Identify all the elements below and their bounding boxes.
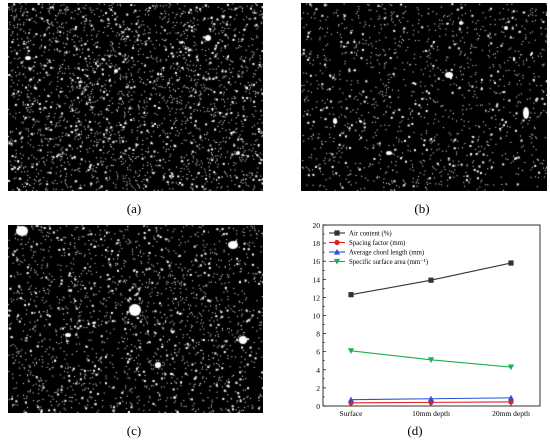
data-point: [348, 292, 354, 298]
data-point: [347, 348, 355, 354]
data-point: [347, 396, 355, 403]
data-point: [427, 357, 435, 363]
y-tick-label: 20: [313, 221, 321, 230]
panel-label-c: (c): [126, 423, 142, 438]
y-tick-label: 16: [313, 257, 321, 266]
y-tick-label: 12: [313, 293, 321, 302]
micrograph-c: [8, 225, 263, 413]
legend-marker: [334, 239, 340, 246]
legend-marker: [333, 258, 341, 265]
y-tick-label: 2: [316, 384, 320, 393]
panel-label-b: (b): [414, 201, 430, 216]
y-tick-label: 4: [316, 366, 320, 375]
y-tick-label: 10: [313, 312, 321, 321]
x-tick-label: 20mm depth: [492, 409, 530, 418]
legend-label: Average chord length (mm): [349, 250, 424, 257]
x-tick-label: Surface: [340, 409, 364, 418]
panel-label-a: (a): [126, 201, 142, 216]
y-tick-label: 6: [316, 348, 320, 357]
data-point: [508, 260, 514, 266]
y-tick-label: 14: [313, 275, 321, 284]
micrograph-a: [8, 3, 263, 191]
data-point: [507, 364, 515, 371]
data-point: [427, 395, 435, 402]
y-tick-label: 8: [316, 330, 320, 339]
y-tick-label: 18: [313, 239, 321, 248]
legend-marker: [334, 230, 340, 236]
data-point: [507, 394, 515, 401]
legend-marker: [333, 248, 341, 255]
chart-svg: 0 2 4 6 8 10 12 14 16 18 20 Surface 10mm depth 20mm d…: [313, 221, 541, 418]
x-tick-label: 10mm depth: [412, 409, 450, 418]
y-tick-label: 0: [316, 402, 320, 411]
legend-label: Air content (%): [349, 231, 392, 238]
legend-label: Spacing factor (mm): [349, 240, 405, 247]
legend-label: Specific surface area (mm⁻¹): [349, 259, 428, 266]
line-chart: 0 2 4 6 8 10 12 14 16 18 20 Surface 10mm depth 20mm d…: [286, 220, 550, 422]
panel-label-d: (d): [407, 423, 423, 438]
data-point: [508, 399, 514, 405]
micrograph-b: [301, 3, 547, 191]
data-point: [428, 277, 434, 283]
